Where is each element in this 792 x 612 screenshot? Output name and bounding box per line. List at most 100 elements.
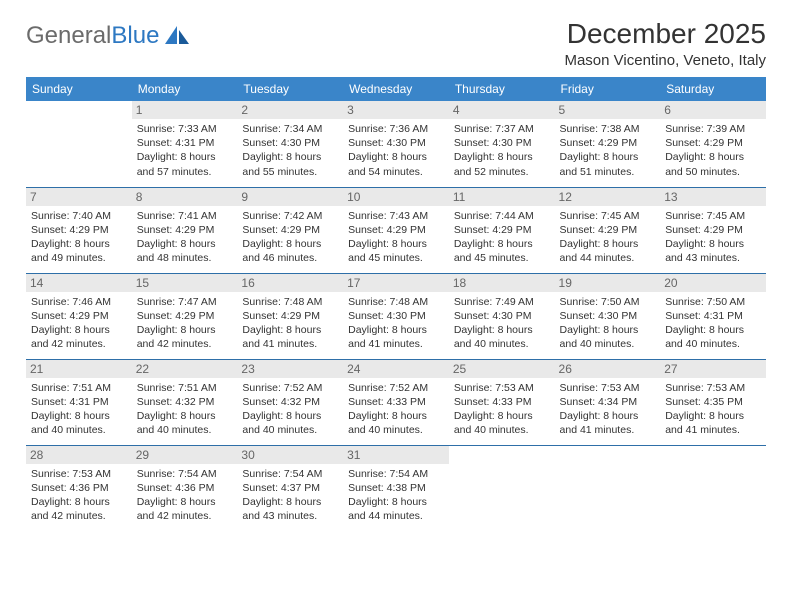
day-number: 14 bbox=[26, 274, 132, 292]
calendar-cell: 31 Sunrise: 7:54 AMSunset: 4:38 PMDayligh… bbox=[343, 445, 449, 531]
day-info: Sunrise: 7:54 AMSunset: 4:38 PMDaylight:… bbox=[348, 467, 444, 524]
day-number: 30 bbox=[237, 446, 343, 464]
day-info: Sunrise: 7:52 AMSunset: 4:32 PMDaylight:… bbox=[242, 381, 338, 438]
day-info: Sunrise: 7:53 AMSunset: 4:35 PMDaylight:… bbox=[665, 381, 761, 438]
day-info: Sunrise: 7:51 AMSunset: 4:31 PMDaylight:… bbox=[31, 381, 127, 438]
day-number: 26 bbox=[555, 360, 661, 378]
day-number: 18 bbox=[449, 274, 555, 292]
day-info: Sunrise: 7:33 AMSunset: 4:31 PMDaylight:… bbox=[137, 122, 233, 179]
day-number: 11 bbox=[449, 188, 555, 206]
day-info: Sunrise: 7:45 AMSunset: 4:29 PMDaylight:… bbox=[560, 209, 656, 266]
day-number: 1 bbox=[132, 101, 238, 119]
calendar-cell: 14 Sunrise: 7:46 AMSunset: 4:29 PMDayligh… bbox=[26, 273, 132, 359]
calendar-cell: 24 Sunrise: 7:52 AMSunset: 4:33 PMDayligh… bbox=[343, 359, 449, 445]
calendar-cell: 27Sunrise: 7:53 AMSunset: 4:35 PMDayligh… bbox=[660, 359, 766, 445]
day-number: 10 bbox=[343, 188, 449, 206]
day-info: Sunrise: 7:46 AMSunset: 4:29 PMDaylight:… bbox=[31, 295, 127, 352]
calendar-cell: 7 Sunrise: 7:40 AMSunset: 4:29 PMDaylight… bbox=[26, 187, 132, 273]
calendar-cell bbox=[26, 101, 132, 187]
day-number: 19 bbox=[555, 274, 661, 292]
logo-text-blue: Blue bbox=[111, 22, 159, 50]
calendar-cell bbox=[449, 445, 555, 531]
day-info: Sunrise: 7:53 AMSunset: 4:36 PMDaylight:… bbox=[31, 467, 127, 524]
day-number: 3 bbox=[343, 101, 449, 119]
calendar-cell: 28 Sunrise: 7:53 AMSunset: 4:36 PMDayligh… bbox=[26, 445, 132, 531]
calendar-cell: 16 Sunrise: 7:48 AMSunset: 4:29 PMDayligh… bbox=[237, 273, 343, 359]
day-info: Sunrise: 7:37 AMSunset: 4:30 PMDaylight:… bbox=[454, 122, 550, 179]
day-number: 16 bbox=[237, 274, 343, 292]
day-info: Sunrise: 7:53 AMSunset: 4:34 PMDaylight:… bbox=[560, 381, 656, 438]
calendar-cell: 12Sunrise: 7:45 AMSunset: 4:29 PMDayligh… bbox=[555, 187, 661, 273]
calendar-cell: 8Sunrise: 7:41 AMSunset: 4:29 PMDaylight… bbox=[132, 187, 238, 273]
day-info: Sunrise: 7:53 AMSunset: 4:33 PMDaylight:… bbox=[454, 381, 550, 438]
day-number: 2 bbox=[237, 101, 343, 119]
day-info: Sunrise: 7:43 AMSunset: 4:29 PMDaylight:… bbox=[348, 209, 444, 266]
weekday-header: Sunday bbox=[26, 77, 132, 101]
header: GeneralBlue December 2025 Mason Vicentin… bbox=[26, 18, 766, 69]
day-number: 6 bbox=[660, 101, 766, 119]
day-info: Sunrise: 7:52 AMSunset: 4:33 PMDaylight:… bbox=[348, 381, 444, 438]
calendar-cell: 22 Sunrise: 7:51 AMSunset: 4:32 PMDayligh… bbox=[132, 359, 238, 445]
calendar-cell bbox=[660, 445, 766, 531]
calendar-cell: 10 Sunrise: 7:43 AMSunset: 4:29 PMDayligh… bbox=[343, 187, 449, 273]
calendar-cell: 18 Sunrise: 7:49 AMSunset: 4:30 PMDayligh… bbox=[449, 273, 555, 359]
calendar-cell: 6Sunrise: 7:39 AMSunset: 4:29 PMDaylight… bbox=[660, 101, 766, 187]
day-info: Sunrise: 7:40 AMSunset: 4:29 PMDaylight:… bbox=[31, 209, 127, 266]
day-number: 31 bbox=[343, 446, 449, 464]
day-number: 7 bbox=[26, 188, 132, 206]
day-number: 20 bbox=[660, 274, 766, 292]
weekday-header: Wednesday bbox=[343, 77, 449, 101]
calendar-cell: 30 Sunrise: 7:54 AMSunset: 4:37 PMDayligh… bbox=[237, 445, 343, 531]
day-number: 28 bbox=[26, 446, 132, 464]
calendar-cell: 25 Sunrise: 7:53 AMSunset: 4:33 PMDayligh… bbox=[449, 359, 555, 445]
calendar-cell: 21 Sunrise: 7:51 AMSunset: 4:31 PMDayligh… bbox=[26, 359, 132, 445]
day-info: Sunrise: 7:47 AMSunset: 4:29 PMDaylight:… bbox=[137, 295, 233, 352]
day-number: 4 bbox=[449, 101, 555, 119]
calendar-cell: 23 Sunrise: 7:52 AMSunset: 4:32 PMDayligh… bbox=[237, 359, 343, 445]
day-number: 25 bbox=[449, 360, 555, 378]
day-info: Sunrise: 7:48 AMSunset: 4:29 PMDaylight:… bbox=[242, 295, 338, 352]
logo: GeneralBlue bbox=[26, 18, 191, 50]
day-number: 8 bbox=[132, 188, 238, 206]
day-number: 21 bbox=[26, 360, 132, 378]
calendar-table: SundayMondayTuesdayWednesdayThursdayFrid… bbox=[26, 77, 766, 531]
day-number: 22 bbox=[132, 360, 238, 378]
calendar-cell: 11Sunrise: 7:44 AMSunset: 4:29 PMDayligh… bbox=[449, 187, 555, 273]
weekday-header: Friday bbox=[555, 77, 661, 101]
calendar-cell bbox=[555, 445, 661, 531]
logo-text-general: General bbox=[26, 22, 111, 50]
day-number: 17 bbox=[343, 274, 449, 292]
day-number: 29 bbox=[132, 446, 238, 464]
day-info: Sunrise: 7:50 AMSunset: 4:31 PMDaylight:… bbox=[665, 295, 761, 352]
calendar-cell: 17 Sunrise: 7:48 AMSunset: 4:30 PMDayligh… bbox=[343, 273, 449, 359]
day-number: 24 bbox=[343, 360, 449, 378]
calendar-cell: 3 Sunrise: 7:36 AMSunset: 4:30 PMDaylight… bbox=[343, 101, 449, 187]
weekday-header: Tuesday bbox=[237, 77, 343, 101]
calendar-cell: 29Sunrise: 7:54 AMSunset: 4:36 PMDayligh… bbox=[132, 445, 238, 531]
weekday-header: Monday bbox=[132, 77, 238, 101]
day-number: 23 bbox=[237, 360, 343, 378]
day-number: 9 bbox=[237, 188, 343, 206]
day-info: Sunrise: 7:48 AMSunset: 4:30 PMDaylight:… bbox=[348, 295, 444, 352]
calendar-cell: 15 Sunrise: 7:47 AMSunset: 4:29 PMDayligh… bbox=[132, 273, 238, 359]
day-info: Sunrise: 7:50 AMSunset: 4:30 PMDaylight:… bbox=[560, 295, 656, 352]
day-info: Sunrise: 7:51 AMSunset: 4:32 PMDaylight:… bbox=[137, 381, 233, 438]
day-info: Sunrise: 7:42 AMSunset: 4:29 PMDaylight:… bbox=[242, 209, 338, 266]
page-title: December 2025 bbox=[564, 18, 766, 50]
calendar-cell: 19 Sunrise: 7:50 AMSunset: 4:30 PMDayligh… bbox=[555, 273, 661, 359]
day-number: 5 bbox=[555, 101, 661, 119]
day-info: Sunrise: 7:49 AMSunset: 4:30 PMDaylight:… bbox=[454, 295, 550, 352]
day-number: 15 bbox=[132, 274, 238, 292]
logo-sail-icon bbox=[163, 24, 191, 46]
day-number: 13 bbox=[660, 188, 766, 206]
day-info: Sunrise: 7:34 AMSunset: 4:30 PMDaylight:… bbox=[242, 122, 338, 179]
day-info: Sunrise: 7:36 AMSunset: 4:30 PMDaylight:… bbox=[348, 122, 444, 179]
calendar-cell: 2 Sunrise: 7:34 AMSunset: 4:30 PMDaylight… bbox=[237, 101, 343, 187]
weekday-header: Thursday bbox=[449, 77, 555, 101]
day-info: Sunrise: 7:54 AMSunset: 4:37 PMDaylight:… bbox=[242, 467, 338, 524]
calendar-cell: 4 Sunrise: 7:37 AMSunset: 4:30 PMDaylight… bbox=[449, 101, 555, 187]
weekday-header: Saturday bbox=[660, 77, 766, 101]
calendar-cell: 26 Sunrise: 7:53 AMSunset: 4:34 PMDayligh… bbox=[555, 359, 661, 445]
calendar-cell: 1 Sunrise: 7:33 AMSunset: 4:31 PMDaylight… bbox=[132, 101, 238, 187]
calendar-cell: 5Sunrise: 7:38 AMSunset: 4:29 PMDaylight… bbox=[555, 101, 661, 187]
